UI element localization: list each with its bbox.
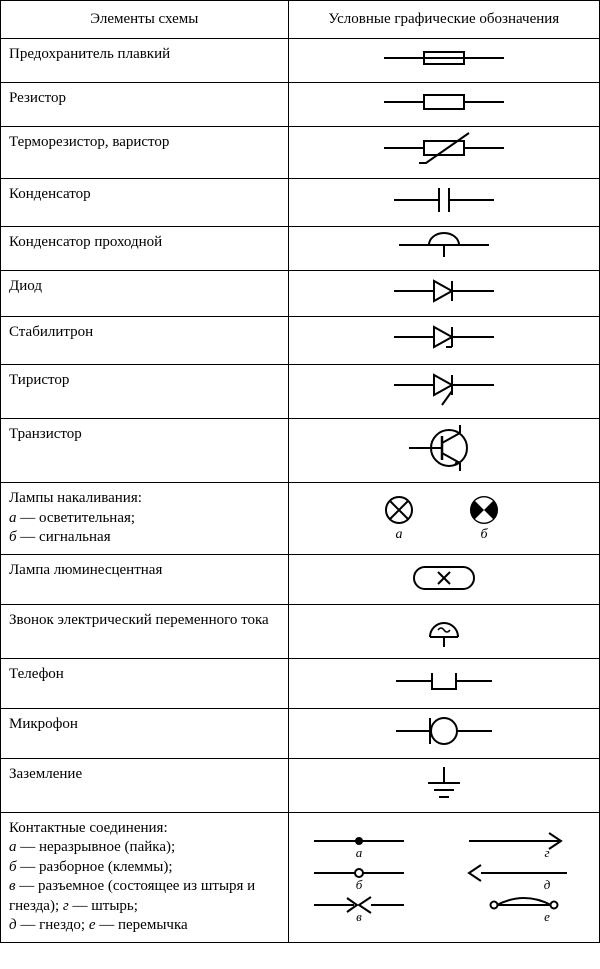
symbols-table: Элементы схемы Условные графические обоз… [0, 0, 600, 943]
svg-text:е: е [544, 909, 550, 924]
element-label: Телефон [1, 658, 289, 708]
symbol-contacts: а г б д в е [288, 812, 599, 942]
symbol-diode [288, 271, 599, 317]
element-label: Лампа люминесцентная [1, 554, 289, 604]
table-row: Заземление [1, 758, 600, 812]
svg-text:г: г [544, 845, 549, 860]
symbol-microphone [288, 708, 599, 758]
symbol-telephone [288, 658, 599, 708]
table-row: Диод [1, 271, 600, 317]
table-row: Лампы накаливания:а — осветительная;б — … [1, 483, 600, 555]
svg-text:а: а [395, 527, 402, 542]
symbol-resistor [288, 83, 599, 127]
symbol-lamps: а б [288, 483, 599, 555]
table-row: Стабилитрон [1, 317, 600, 365]
table-row: Резистор [1, 83, 600, 127]
table-row: Терморезистор, варистор [1, 127, 600, 179]
table-row: Конденсатор проходной [1, 227, 600, 271]
table-row: Лампа люминесцентная [1, 554, 600, 604]
svg-text:д: д [543, 877, 550, 892]
element-label: Диод [1, 271, 289, 317]
table-row: Предохранитель плавкий [1, 39, 600, 83]
symbol-capacitor [288, 179, 599, 227]
symbol-bell [288, 604, 599, 658]
symbol-thermistor [288, 127, 599, 179]
element-label: Терморезистор, варистор [1, 127, 289, 179]
symbol-zener [288, 317, 599, 365]
element-label: Стабилитрон [1, 317, 289, 365]
svg-text:б: б [480, 527, 488, 542]
symbol-transistor [288, 419, 599, 483]
header-col1: Элементы схемы [1, 1, 289, 39]
symbol-ground [288, 758, 599, 812]
table-row: Конденсатор [1, 179, 600, 227]
element-label: Лампы накаливания:а — осветительная;б — … [1, 483, 289, 555]
header-col2: Условные графические обозначения [288, 1, 599, 39]
svg-text:б: б [355, 877, 362, 892]
table-row: Тиристор [1, 365, 600, 419]
symbol-capacitor_feedthrough [288, 227, 599, 271]
element-label: Микрофон [1, 708, 289, 758]
table-row: Транзистор [1, 419, 600, 483]
table-row: Звонок электрический переменного тока [1, 604, 600, 658]
element-label: Резистор [1, 83, 289, 127]
table-row: Микрофон [1, 708, 600, 758]
element-label: Тиристор [1, 365, 289, 419]
element-label: Заземление [1, 758, 289, 812]
element-label: Контактные соединения:а — неразрывное (п… [1, 812, 289, 942]
svg-text:а: а [356, 845, 363, 860]
table-row: Телефон [1, 658, 600, 708]
element-label: Конденсатор [1, 179, 289, 227]
symbol-lamp_fluorescent [288, 554, 599, 604]
symbol-fuse [288, 39, 599, 83]
table-row: Контактные соединения:а — неразрывное (п… [1, 812, 600, 942]
element-label: Звонок электрический переменного тока [1, 604, 289, 658]
symbol-thyristor [288, 365, 599, 419]
svg-text:в: в [356, 909, 362, 924]
element-label: Транзистор [1, 419, 289, 483]
element-label: Конденсатор проходной [1, 227, 289, 271]
element-label: Предохранитель плавкий [1, 39, 289, 83]
